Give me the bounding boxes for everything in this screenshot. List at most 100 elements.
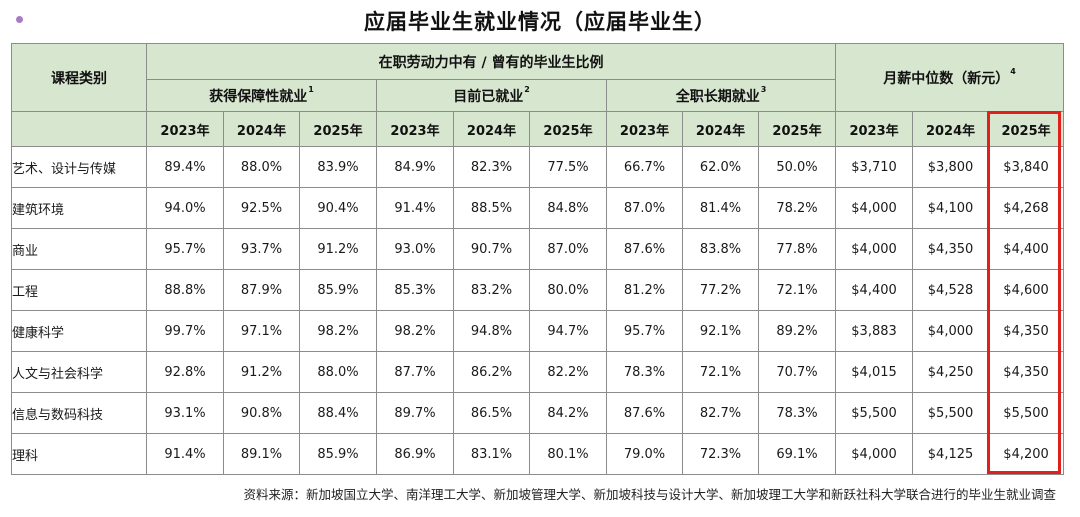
rate-cell: 87.0% (529, 228, 607, 270)
rate-cell: 81.4% (682, 187, 759, 229)
category-cell: 工程 (11, 269, 147, 311)
rate-cell: 66.7% (606, 146, 683, 188)
rate-cell: 72.1% (682, 351, 759, 393)
rate-cell: 90.7% (453, 228, 530, 270)
salary-cell: $4,400 (835, 269, 914, 311)
salary-cell: $5,500 (912, 392, 990, 434)
subgroup-header-fulltime: 全职长期就业3 (605, 79, 837, 112)
salary-cell: $4,000 (835, 228, 914, 270)
table-body: 艺术、设计与传媒 89.4% 88.0% 83.9% 84.9% 82.3% 77.5% 66… (11, 146, 1065, 475)
rate-cell: 79.0% (606, 433, 683, 475)
rate-cell: 72.3% (682, 433, 759, 475)
table-row: 健康科学 99.7% 97.1% 98.2% 98.2% 94.8% 94.7% 95.7% 9… (11, 310, 1065, 352)
rate-cell: 98.2% (299, 310, 377, 352)
salary-cell: $3,883 (835, 310, 914, 352)
subgroup-note: 2 (524, 84, 530, 94)
rate-cell: 93.1% (146, 392, 224, 434)
rate-cell: 87.0% (606, 187, 683, 229)
subgroup-note: 1 (308, 84, 314, 94)
salary-cell: $4,000 (835, 187, 914, 229)
rate-cell: 98.2% (376, 310, 454, 352)
salary-cell: $4,100 (912, 187, 990, 229)
salary-cell: $4,250 (912, 351, 990, 393)
rate-cell: 89.2% (757, 310, 837, 352)
rate-cell: 62.0% (682, 146, 759, 188)
rate-cell: 88.5% (453, 187, 530, 229)
year-header: 2023年 (146, 111, 224, 147)
rate-cell: 50.0% (757, 146, 837, 188)
rate-cell: 88.4% (299, 392, 377, 434)
rate-cell: 90.4% (299, 187, 377, 229)
year-header: 2025年 (988, 111, 1065, 147)
salary-cell: $4,350 (988, 351, 1065, 393)
rate-cell: 89.7% (376, 392, 454, 434)
rate-cell: 94.0% (146, 187, 224, 229)
rate-cell: 84.8% (529, 187, 607, 229)
rate-cell: 78.3% (606, 351, 683, 393)
salary-cell: $4,015 (835, 351, 914, 393)
salary-cell: $4,400 (988, 228, 1065, 270)
salary-cell: $4,125 (912, 433, 990, 475)
rate-cell: 88.8% (146, 269, 224, 311)
rate-cell: 69.1% (757, 433, 837, 475)
rate-cell: 92.8% (146, 351, 224, 393)
rate-cell: 82.2% (529, 351, 607, 393)
employment-table: 课程类别 在职劳动力中有 / 曾有的毕业生比例 月薪中位数（新元）4 获得保障性… (11, 43, 1065, 475)
table-row: 人文与社会科学 92.8% 91.2% 88.0% 87.7% 86.2% 82.2% 78.… (11, 351, 1065, 393)
salary-cell: $3,710 (835, 146, 914, 188)
rate-cell: 89.4% (146, 146, 224, 188)
rate-cell: 93.0% (376, 228, 454, 270)
rate-cell: 85.9% (299, 433, 377, 475)
rate-cell: 88.0% (223, 146, 300, 188)
salary-cell: $4,350 (988, 310, 1065, 352)
subgroup-note: 3 (760, 84, 767, 94)
salary-cell: $4,528 (912, 269, 990, 311)
year-header-blank (11, 111, 147, 147)
rate-cell: 77.8% (757, 228, 837, 270)
rate-cell: 70.7% (757, 351, 837, 393)
rate-cell: 80.1% (529, 433, 607, 475)
table-row: 工程 88.8% 87.9% 85.9% 85.3% 83.2% 80.0% 81.2% 77.… (11, 269, 1065, 311)
salary-note: 4 (1010, 66, 1016, 76)
category-cell: 理科 (11, 433, 147, 475)
page-title: 应届毕业生就业情况（应届毕业生） (364, 10, 716, 34)
rate-cell: 87.7% (376, 351, 454, 393)
rate-cell: 80.0% (529, 269, 607, 311)
rate-cell: 86.5% (453, 392, 530, 434)
category-cell: 商业 (11, 228, 147, 270)
salary-group-header: 月薪中位数（新元）4 (835, 43, 1065, 112)
salary-cell: $4,000 (912, 310, 990, 352)
rate-cell: 72.1% (757, 269, 837, 311)
salary-cell: $5,500 (988, 392, 1065, 434)
labor-group-header: 在职劳动力中有 / 曾有的毕业生比例 (145, 43, 837, 80)
table-row: 商业 95.7% 93.7% 91.2% 93.0% 90.7% 87.0% 87.6% 83.… (11, 228, 1065, 270)
year-header: 2023年 (606, 111, 683, 147)
subgroup-label: 目前已就业 (453, 88, 524, 105)
rate-cell: 91.2% (223, 351, 300, 393)
salary-cell: $4,350 (912, 228, 990, 270)
rate-cell: 92.1% (682, 310, 759, 352)
category-cell: 健康科学 (11, 310, 147, 352)
year-header: 2025年 (757, 111, 837, 147)
salary-cell: $4,268 (988, 187, 1065, 229)
salary-cell: $5,500 (835, 392, 914, 434)
rate-cell: 90.8% (223, 392, 300, 434)
rate-cell: 91.4% (146, 433, 224, 475)
salary-group-label: 月薪中位数（新元） (883, 70, 1010, 87)
salary-cell: $3,840 (988, 146, 1065, 188)
rate-cell: 93.7% (223, 228, 300, 270)
subgroup-label: 全职长期就业 (675, 88, 760, 105)
year-header: 2024年 (912, 111, 990, 147)
rate-cell: 82.3% (453, 146, 530, 188)
rate-cell: 95.7% (606, 310, 683, 352)
year-header: 2025年 (529, 111, 607, 147)
bullet-dot (16, 16, 23, 23)
rate-cell: 86.2% (453, 351, 530, 393)
salary-cell: $3,800 (912, 146, 990, 188)
rate-cell: 78.3% (757, 392, 837, 434)
year-header-row: 2023年 2024年 2025年 2023年 2024年 2025年 2023年 2024年… (11, 111, 1065, 147)
category-cell: 建筑环境 (11, 187, 147, 229)
salary-cell: $4,000 (835, 433, 914, 475)
salary-cell: $4,200 (988, 433, 1065, 475)
rate-cell: 83.2% (453, 269, 530, 311)
